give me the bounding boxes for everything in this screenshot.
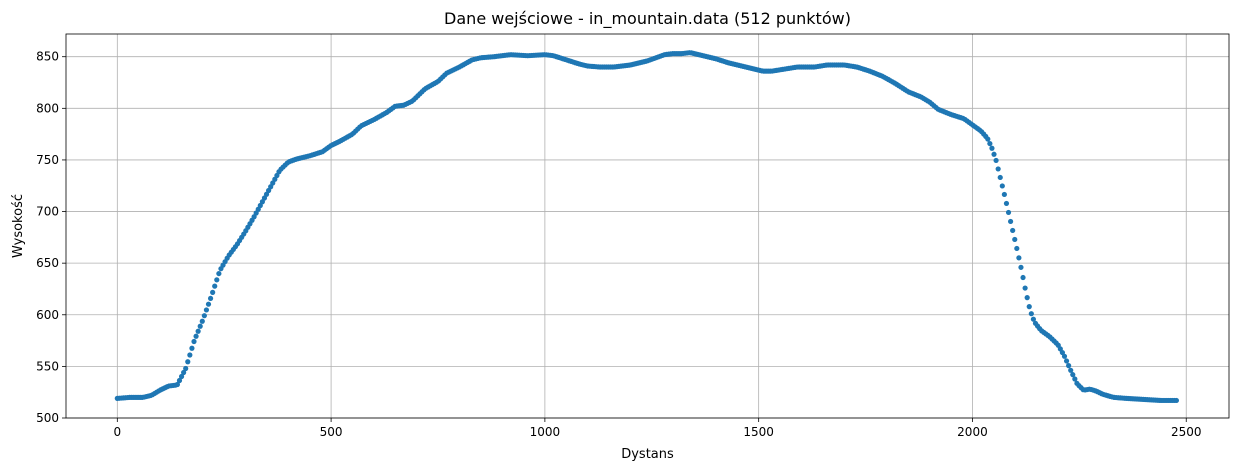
data-point [187, 352, 193, 358]
data-point [1014, 245, 1020, 252]
data-point [185, 359, 191, 365]
data-point [178, 373, 185, 380]
y-axis: 500 550 600 650 700 750 800 850 [36, 50, 66, 425]
data-point [1028, 311, 1034, 317]
x-axis-label: Dystans [621, 447, 674, 462]
data-point [1003, 200, 1010, 207]
data-point [1008, 218, 1014, 225]
data-point [993, 157, 999, 164]
grid [66, 34, 1229, 419]
x-tick-label: 1500 [743, 425, 774, 439]
data-point [1010, 227, 1016, 234]
data-point [214, 277, 220, 283]
data-point [205, 301, 212, 307]
x-tick-label: 0 [113, 425, 121, 439]
data-point [1016, 255, 1022, 261]
data-point [1012, 236, 1018, 243]
data-point [181, 369, 187, 376]
data-point [199, 318, 205, 324]
data-point [207, 295, 214, 302]
y-tick-label: 550 [36, 359, 59, 373]
data-point [1020, 274, 1026, 281]
y-axis-label: Wysokość [11, 194, 26, 258]
chart-title: Dane wejściowe - in_mountain.data (512 p… [444, 9, 851, 29]
y-tick-label: 750 [36, 153, 59, 167]
scatter-series [114, 50, 1180, 404]
x-tick-label: 2500 [1171, 425, 1202, 439]
data-point [176, 377, 183, 384]
data-point [987, 140, 993, 147]
y-tick-label: 850 [36, 50, 59, 64]
data-point [1030, 316, 1036, 322]
data-point [195, 328, 201, 334]
data-point [991, 151, 997, 157]
data-point [1070, 372, 1076, 378]
data-point [1061, 353, 1068, 359]
x-tick-label: 1000 [530, 425, 561, 439]
x-tick-label: 500 [320, 425, 343, 439]
data-point [1026, 304, 1032, 310]
y-tick-label: 500 [36, 411, 59, 425]
data-point [210, 289, 216, 295]
data-point [985, 136, 991, 142]
data-point [995, 166, 1001, 172]
data-point [1018, 264, 1024, 270]
x-axis: 0 500 1000 1500 2000 2500 [113, 418, 1202, 439]
y-tick-label: 600 [36, 308, 59, 322]
data-point [1072, 376, 1078, 382]
data-point [183, 365, 189, 372]
data-point [1066, 363, 1072, 369]
data-point [201, 313, 207, 319]
data-point [174, 381, 181, 388]
data-point [189, 345, 195, 351]
data-point [999, 183, 1005, 189]
data-point [193, 333, 199, 339]
data-point [216, 270, 222, 277]
data-point [1005, 209, 1012, 216]
plot-frame [65, 33, 1230, 419]
data-point [997, 174, 1003, 181]
data-point [1173, 397, 1180, 404]
data-point [1001, 191, 1007, 198]
data-point [191, 338, 197, 345]
y-tick-label: 650 [36, 256, 59, 270]
data-point [1024, 295, 1030, 301]
y-tick-label: 800 [36, 101, 59, 115]
data-point [1068, 367, 1074, 373]
data-point [1063, 358, 1070, 364]
data-point [1022, 285, 1028, 291]
data-point [212, 283, 218, 289]
y-tick-label: 700 [36, 205, 59, 219]
data-point [989, 145, 995, 151]
x-tick-label: 2000 [957, 425, 988, 439]
data-point [197, 323, 203, 329]
data-point [203, 307, 210, 313]
